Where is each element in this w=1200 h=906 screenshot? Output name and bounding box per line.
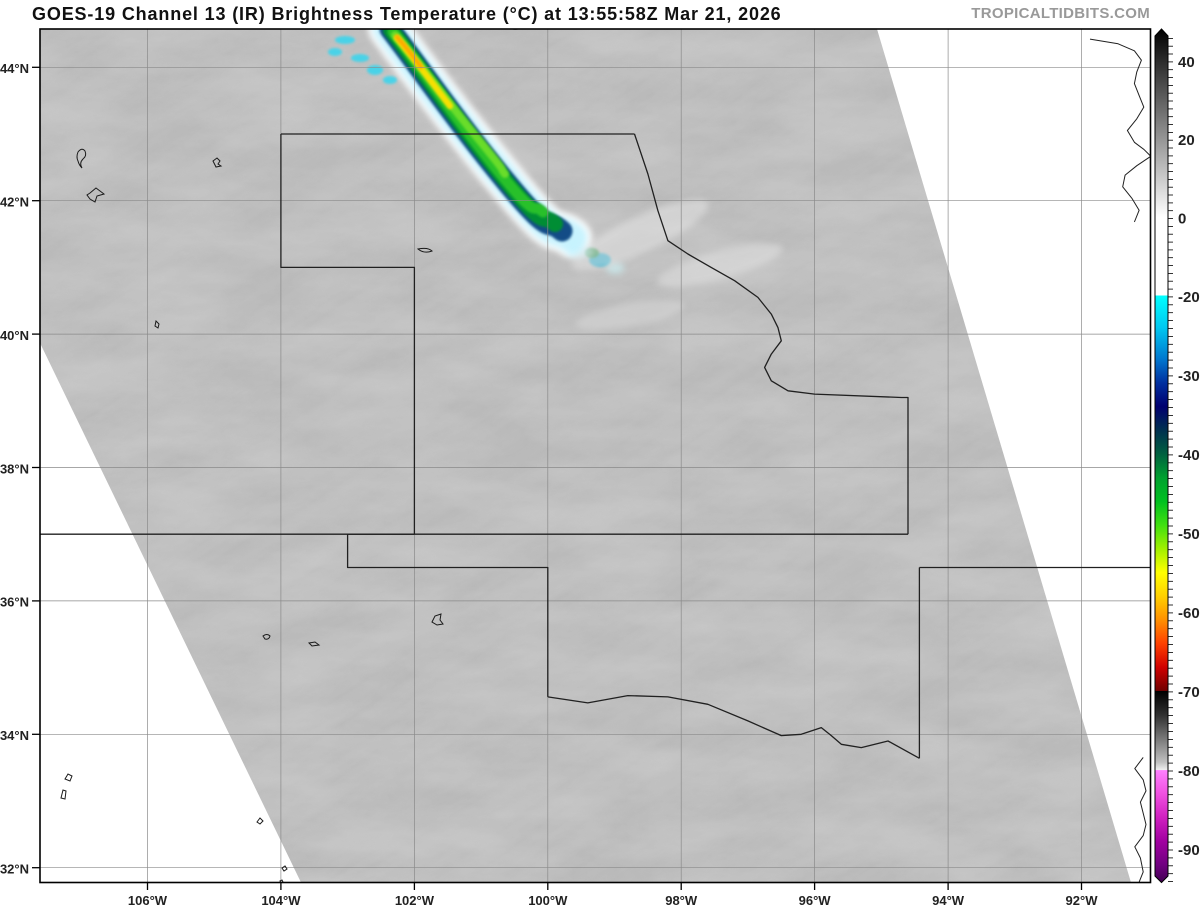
svg-text:20: 20: [1178, 132, 1195, 149]
svg-text:104°W: 104°W: [261, 893, 301, 906]
svg-text:96°W: 96°W: [799, 893, 832, 906]
svg-text:106°W: 106°W: [128, 893, 168, 906]
svg-text:94°W: 94°W: [932, 893, 965, 906]
svg-text:102°W: 102°W: [395, 893, 435, 906]
svg-text:34°N: 34°N: [0, 728, 29, 743]
svg-text:92°W: 92°W: [1066, 893, 1099, 906]
svg-text:44°N: 44°N: [0, 61, 29, 76]
svg-text:40°N: 40°N: [0, 328, 29, 343]
svg-text:-40: -40: [1178, 447, 1200, 464]
svg-text:42°N: 42°N: [0, 195, 29, 210]
svg-text:32°N: 32°N: [0, 862, 29, 877]
svg-text:100°W: 100°W: [528, 893, 568, 906]
svg-text:36°N: 36°N: [0, 595, 29, 610]
svg-text:-60: -60: [1178, 605, 1200, 622]
svg-text:-80: -80: [1178, 763, 1200, 780]
svg-text:38°N: 38°N: [0, 461, 29, 476]
svg-text:0: 0: [1178, 211, 1186, 228]
svg-text:-20: -20: [1178, 289, 1200, 306]
svg-text:-70: -70: [1178, 684, 1200, 701]
svg-text:TROPICALTIDBITS.COM: TROPICALTIDBITS.COM: [971, 5, 1150, 22]
svg-text:-50: -50: [1178, 526, 1200, 543]
svg-text:98°W: 98°W: [665, 893, 698, 906]
svg-text:40: 40: [1178, 54, 1195, 71]
svg-text:GOES-19 Channel 13 (IR) Bright: GOES-19 Channel 13 (IR) Brightness Tempe…: [32, 4, 782, 24]
svg-text:-90: -90: [1178, 842, 1200, 859]
svg-text:-30: -30: [1178, 368, 1200, 385]
